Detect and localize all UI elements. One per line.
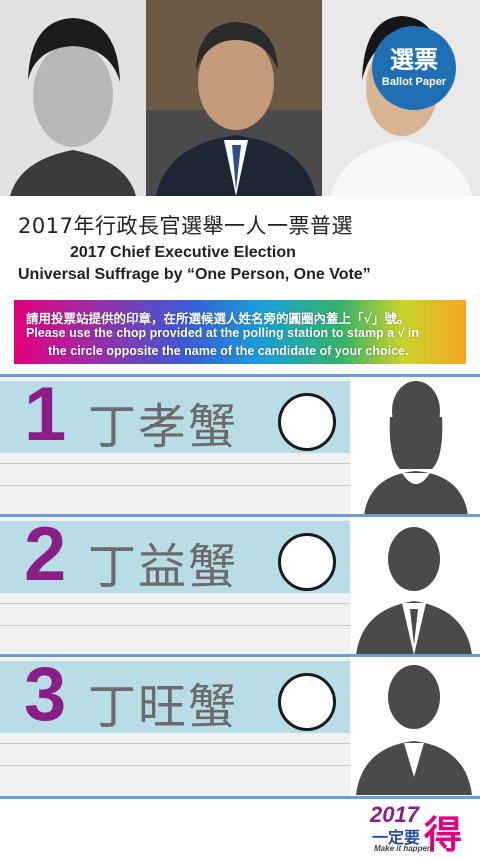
instructions-chinese: 請用投票站提供的印章，在所選候選人姓名旁的圓圈內蓋上「√」號。 [26,311,410,326]
candidate-photos [0,0,480,196]
bottom-divider [0,796,480,799]
silhouette-male-tie-icon [350,517,480,655]
badge-english: Ballot Paper [381,76,447,88]
silhouette-male-collar-icon [350,657,480,795]
logo-slogan: Make it happen! [374,844,435,853]
campaign-logo: 2017 一定要 得 Make it happen! [366,802,470,857]
candidate-photo-1 [0,0,146,196]
candidate-name: 丁孝蟹 [88,399,239,455]
title-english-line2: Universal Suffrage by “One Person, One V… [18,266,371,283]
ballot-paper-badge: 選票 Ballot Paper [372,26,456,110]
candidate-row-3: 3 丁旺蟹 [0,652,480,797]
title-english-line1: 2017 Chief Executive Election [70,244,296,261]
instructions-banner: 請用投票站提供的印章，在所選候選人姓名旁的圓圈內蓋上「√」號。 Please u… [14,300,466,364]
candidate-number: 1 [24,372,67,457]
logo-big-character: 得 [424,813,463,857]
ballot-list: 1 丁孝蟹 2 丁益蟹 [0,372,480,798]
candidate-number: 2 [24,512,67,597]
badge-chinese: 選票 [390,46,438,74]
candidate-number: 3 [24,652,67,737]
instructions-english-line1: Please use the chop provided at the poll… [26,326,420,340]
candidate-row-1: 1 丁孝蟹 [0,372,480,517]
portrait-suit-icon [146,0,322,196]
candidate-name: 丁旺蟹 [88,679,239,735]
vote-circle-1[interactable] [278,393,336,451]
portrait-bw-icon [0,0,146,196]
candidate-name: 丁益蟹 [88,539,239,595]
vote-circle-3[interactable] [278,673,336,731]
title-chinese: 2017年行政長官選舉一人一票普選 [18,214,353,238]
logo-chinese: 一定要 [372,828,421,847]
candidate-row-2: 2 丁益蟹 [0,512,480,657]
logo-year: 2017 [370,802,419,827]
vote-circle-2[interactable] [278,533,336,591]
silhouette-female-icon [350,377,480,515]
instructions-english-line2: the circle opposite the name of the cand… [48,344,409,358]
candidate-photo-2 [146,0,322,196]
ballot-header: 2017年行政長官選舉一人一票普選 2017 Chief Executive E… [0,196,480,300]
